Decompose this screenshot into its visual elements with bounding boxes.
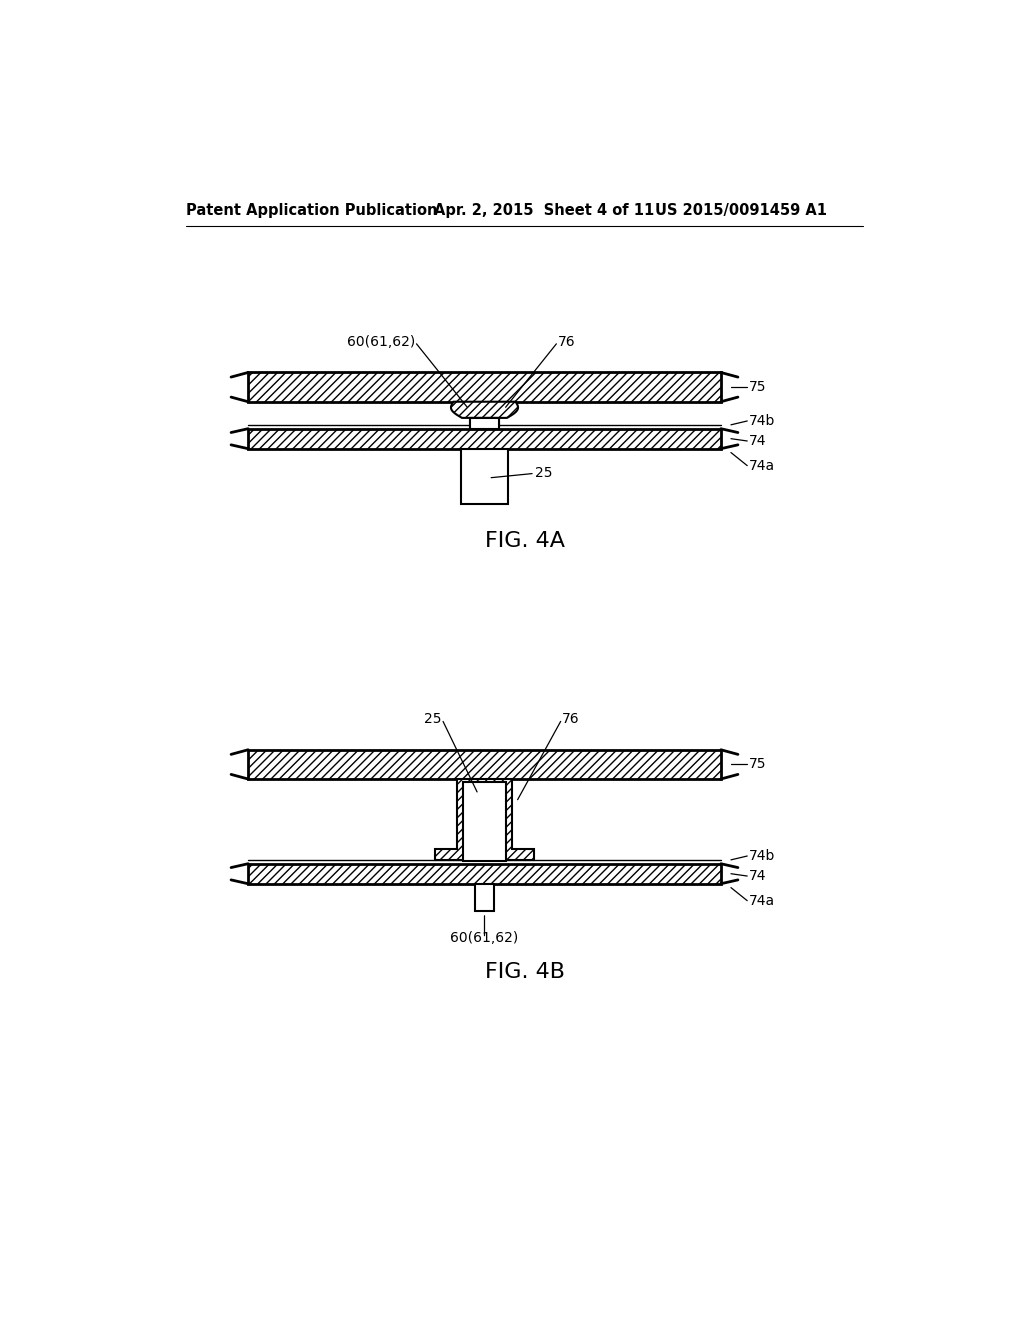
Text: 60(61,62): 60(61,62) [451, 932, 518, 945]
Text: 75: 75 [749, 758, 766, 771]
Bar [470, 418, 500, 429]
Text: 74: 74 [749, 869, 766, 883]
Bar [470, 418, 500, 429]
Text: 25: 25 [535, 466, 552, 480]
Text: 74b: 74b [749, 849, 775, 863]
Polygon shape [435, 779, 535, 859]
Text: FIG. 4A: FIG. 4A [484, 531, 565, 550]
Bar [248, 750, 721, 779]
Text: 25: 25 [424, 711, 442, 726]
Text: FIG. 4B: FIG. 4B [484, 961, 565, 982]
Text: US 2015/0091459 A1: US 2015/0091459 A1 [655, 203, 827, 218]
Text: 74b: 74b [749, 414, 775, 428]
Bar [461, 449, 508, 504]
Text: 60(61,62): 60(61,62) [346, 335, 415, 348]
Text: 76: 76 [562, 711, 580, 726]
Text: 74a: 74a [749, 458, 775, 473]
Text: 74a: 74a [749, 894, 775, 908]
Bar [463, 781, 506, 861]
Bar [248, 372, 721, 401]
Text: Patent Application Publication: Patent Application Publication [186, 203, 437, 218]
Text: 76: 76 [558, 335, 575, 348]
Polygon shape [451, 401, 518, 418]
Bar [475, 884, 494, 911]
Text: Apr. 2, 2015  Sheet 4 of 11: Apr. 2, 2015 Sheet 4 of 11 [434, 203, 654, 218]
Bar [248, 863, 721, 884]
Text: 75: 75 [749, 380, 766, 395]
Bar [248, 429, 721, 449]
Text: 74: 74 [749, 434, 766, 447]
